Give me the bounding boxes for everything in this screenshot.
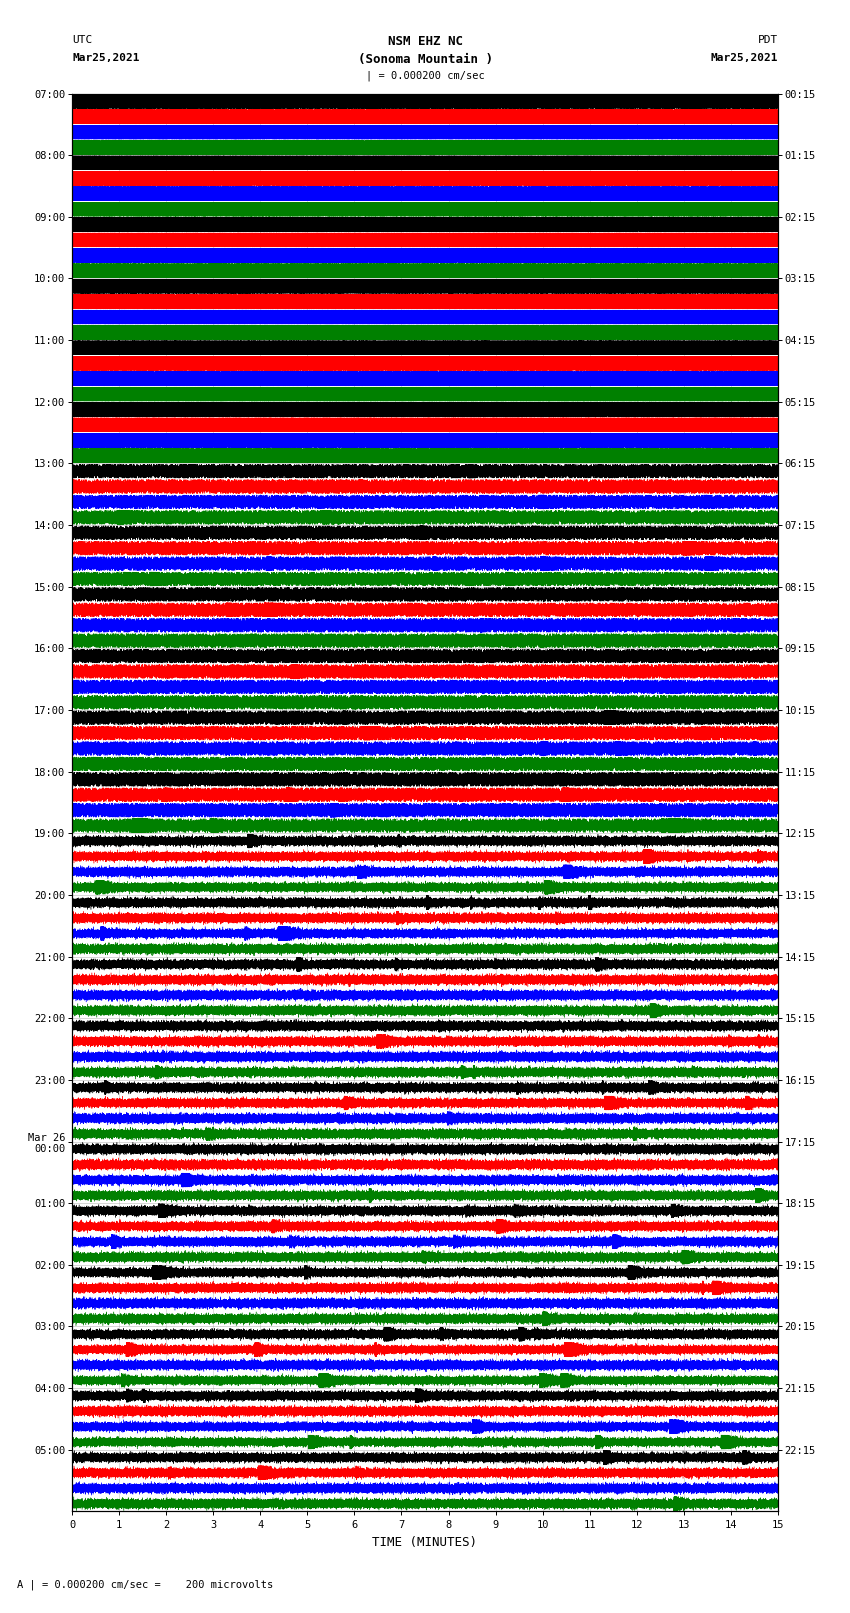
Text: A | = 0.000200 cm/sec =    200 microvolts: A | = 0.000200 cm/sec = 200 microvolts xyxy=(17,1579,273,1590)
Text: (Sonoma Mountain ): (Sonoma Mountain ) xyxy=(358,53,492,66)
Text: PDT: PDT xyxy=(757,35,778,45)
X-axis label: TIME (MINUTES): TIME (MINUTES) xyxy=(372,1536,478,1548)
Text: Mar25,2021: Mar25,2021 xyxy=(72,53,139,63)
Text: | = 0.000200 cm/sec: | = 0.000200 cm/sec xyxy=(366,71,484,82)
Text: UTC: UTC xyxy=(72,35,93,45)
Text: Mar25,2021: Mar25,2021 xyxy=(711,53,778,63)
Text: NSM EHZ NC: NSM EHZ NC xyxy=(388,35,462,48)
